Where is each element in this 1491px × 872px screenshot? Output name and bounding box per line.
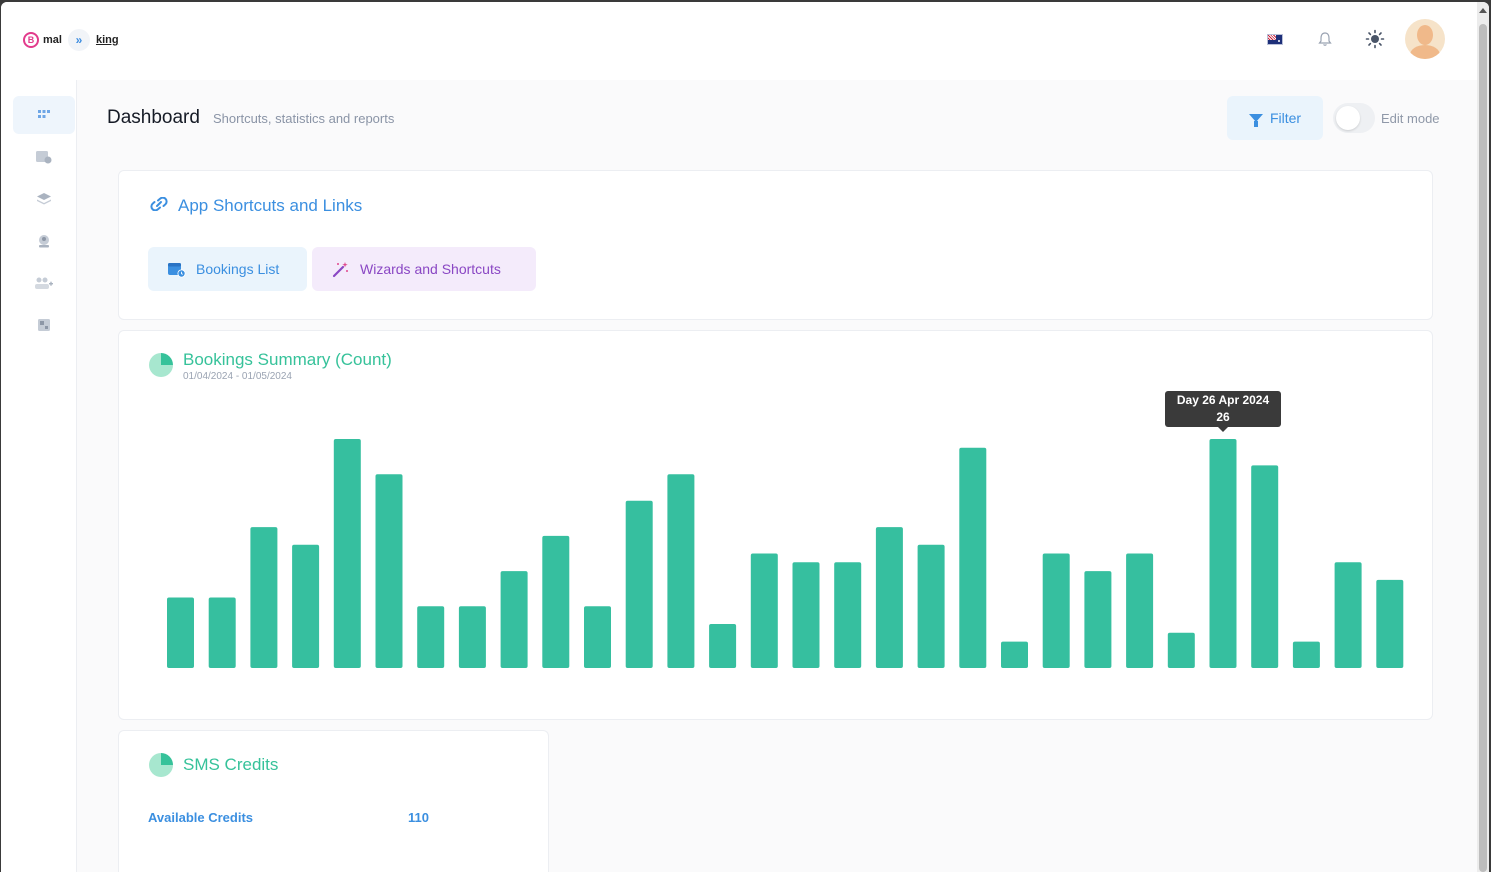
calendar-clock-icon	[36, 151, 52, 164]
wizards-shortcuts-label: Wizards and Shortcuts	[360, 261, 501, 277]
layers-icon	[37, 193, 51, 205]
chart-bar-26-apr[interactable]	[1209, 439, 1237, 668]
filter-button[interactable]: Filter	[1227, 96, 1323, 140]
chart-bar-22-apr[interactable]	[1042, 553, 1070, 669]
header-actions	[1245, 19, 1445, 59]
users-plus-icon	[35, 277, 53, 289]
sidebar-item-reports[interactable]	[13, 306, 75, 344]
chart-bar-02-apr[interactable]	[208, 597, 236, 669]
chart-bar-13-apr[interactable]	[667, 474, 695, 668]
logo-badge: B	[23, 32, 39, 48]
theme-toggle-button[interactable]	[1355, 19, 1395, 59]
page-subtitle: Shortcuts, statistics and reports	[213, 111, 395, 126]
report-icon	[38, 319, 50, 331]
date-range: 01/04/2024 - 01/05/2024	[183, 371, 292, 382]
scrollbar-thumb[interactable]	[1479, 24, 1487, 872]
vertical-scrollbar[interactable]	[1477, 2, 1489, 872]
wizards-shortcuts-button[interactable]: Wizards and Shortcuts	[312, 247, 536, 291]
chart-bar-30-apr[interactable]	[1376, 579, 1404, 668]
user-badge-icon	[39, 235, 49, 248]
filter-icon	[1248, 114, 1263, 127]
bookings-list-label: Bookings List	[196, 261, 280, 277]
calendar-clock-icon	[168, 262, 186, 277]
shortcuts-card: App Shortcuts and Links Bookings List Wi…	[118, 170, 1433, 320]
chart-bar-21-apr[interactable]	[1001, 641, 1028, 668]
chart-bar-12-apr[interactable]	[625, 500, 653, 668]
chart-bar-10-apr[interactable]	[542, 535, 570, 668]
sms-credits-title: SMS Credits	[183, 755, 279, 774]
sidebar-item-staff[interactable]	[13, 222, 75, 260]
bookings-summary-card: Bookings Summary (Count) 01/04/2024 - 01…	[118, 330, 1433, 720]
chart-bar-29-apr[interactable]	[1334, 562, 1362, 668]
grid-icon	[38, 110, 50, 118]
sidebar-item-customers[interactable]	[13, 264, 75, 302]
chart-tooltip: Day 26 Apr 2024 26	[1165, 391, 1281, 432]
bell-icon	[1318, 32, 1332, 46]
tooltip-value: 26	[1216, 410, 1230, 424]
chart-bar-11-apr[interactable]	[584, 606, 611, 668]
notifications-button[interactable]	[1305, 19, 1345, 59]
top-bar: B mal » king	[1, 2, 1477, 80]
chart-bar-07-apr[interactable]	[417, 606, 445, 668]
pie-chart-icon	[149, 353, 173, 377]
logo-word-1: mal	[43, 34, 62, 46]
chart-bar-17-apr[interactable]	[834, 562, 862, 668]
sms-credits-card: SMS Credits Available Credits 110	[118, 730, 549, 872]
chart-bar-28-apr[interactable]	[1292, 641, 1320, 668]
chart-bar-01-apr[interactable]	[167, 597, 194, 669]
edit-mode-toggle[interactable]	[1333, 103, 1375, 133]
scroll-up-icon[interactable]	[1479, 8, 1487, 13]
sidebar-item-bookings[interactable]	[13, 138, 75, 176]
chart-bar-18-apr[interactable]	[875, 527, 903, 668]
magic-wand-icon	[332, 261, 348, 277]
sidebar-item-services[interactable]	[13, 180, 75, 218]
chart-bar-08-apr[interactable]	[458, 606, 486, 668]
page-title: Dashboard	[107, 107, 200, 128]
avatar-head	[1417, 25, 1433, 45]
chart-bar-27-apr[interactable]	[1251, 465, 1279, 668]
flag-au-icon	[1267, 33, 1283, 45]
chart-bar-05-apr[interactable]	[333, 439, 361, 668]
link-icon	[150, 197, 168, 211]
chart-bar-09-apr[interactable]	[500, 571, 528, 668]
chart-bar-19-apr[interactable]	[917, 544, 945, 668]
bookings-bar-chart	[167, 439, 1404, 669]
chart-bar-23-apr[interactable]	[1084, 571, 1112, 668]
toggle-knob	[1336, 106, 1360, 130]
chart-bar-06-apr[interactable]	[375, 474, 403, 668]
sun-icon	[1365, 29, 1385, 49]
logo-word-2: king	[95, 34, 119, 46]
available-credits-value: 110	[408, 810, 429, 825]
shortcuts-title: App Shortcuts and Links	[178, 196, 363, 215]
edit-mode-label: Edit mode	[1381, 111, 1440, 126]
chart-bar-04-apr[interactable]	[292, 544, 320, 668]
chart-bar-15-apr[interactable]	[750, 553, 778, 669]
app-logo[interactable]: B mal » king	[23, 29, 119, 51]
available-credits-label: Available Credits	[148, 810, 254, 825]
chart-bar-25-apr[interactable]	[1167, 632, 1195, 668]
filter-label: Filter	[1269, 110, 1302, 126]
pie-chart-icon	[149, 753, 173, 777]
bookings-list-button[interactable]: Bookings List	[148, 247, 307, 291]
sidebar-item-dashboard[interactable]	[13, 96, 75, 134]
chart-bar-20-apr[interactable]	[959, 447, 987, 668]
chart-bar-24-apr[interactable]	[1126, 553, 1154, 669]
language-flag-button[interactable]	[1255, 19, 1295, 59]
bookings-summary-title: Bookings Summary (Count)	[183, 350, 392, 369]
chart-bar-14-apr[interactable]	[709, 624, 737, 668]
chart-bar-16-apr[interactable]	[792, 562, 820, 668]
chart-bar-03-apr[interactable]	[250, 527, 278, 668]
tooltip-title: Day 26 Apr 2024	[1176, 393, 1270, 407]
user-avatar[interactable]	[1405, 19, 1445, 59]
chevron-right-icon: »	[67, 29, 90, 51]
avatar-body	[1410, 45, 1440, 59]
sidebar	[1, 80, 77, 872]
